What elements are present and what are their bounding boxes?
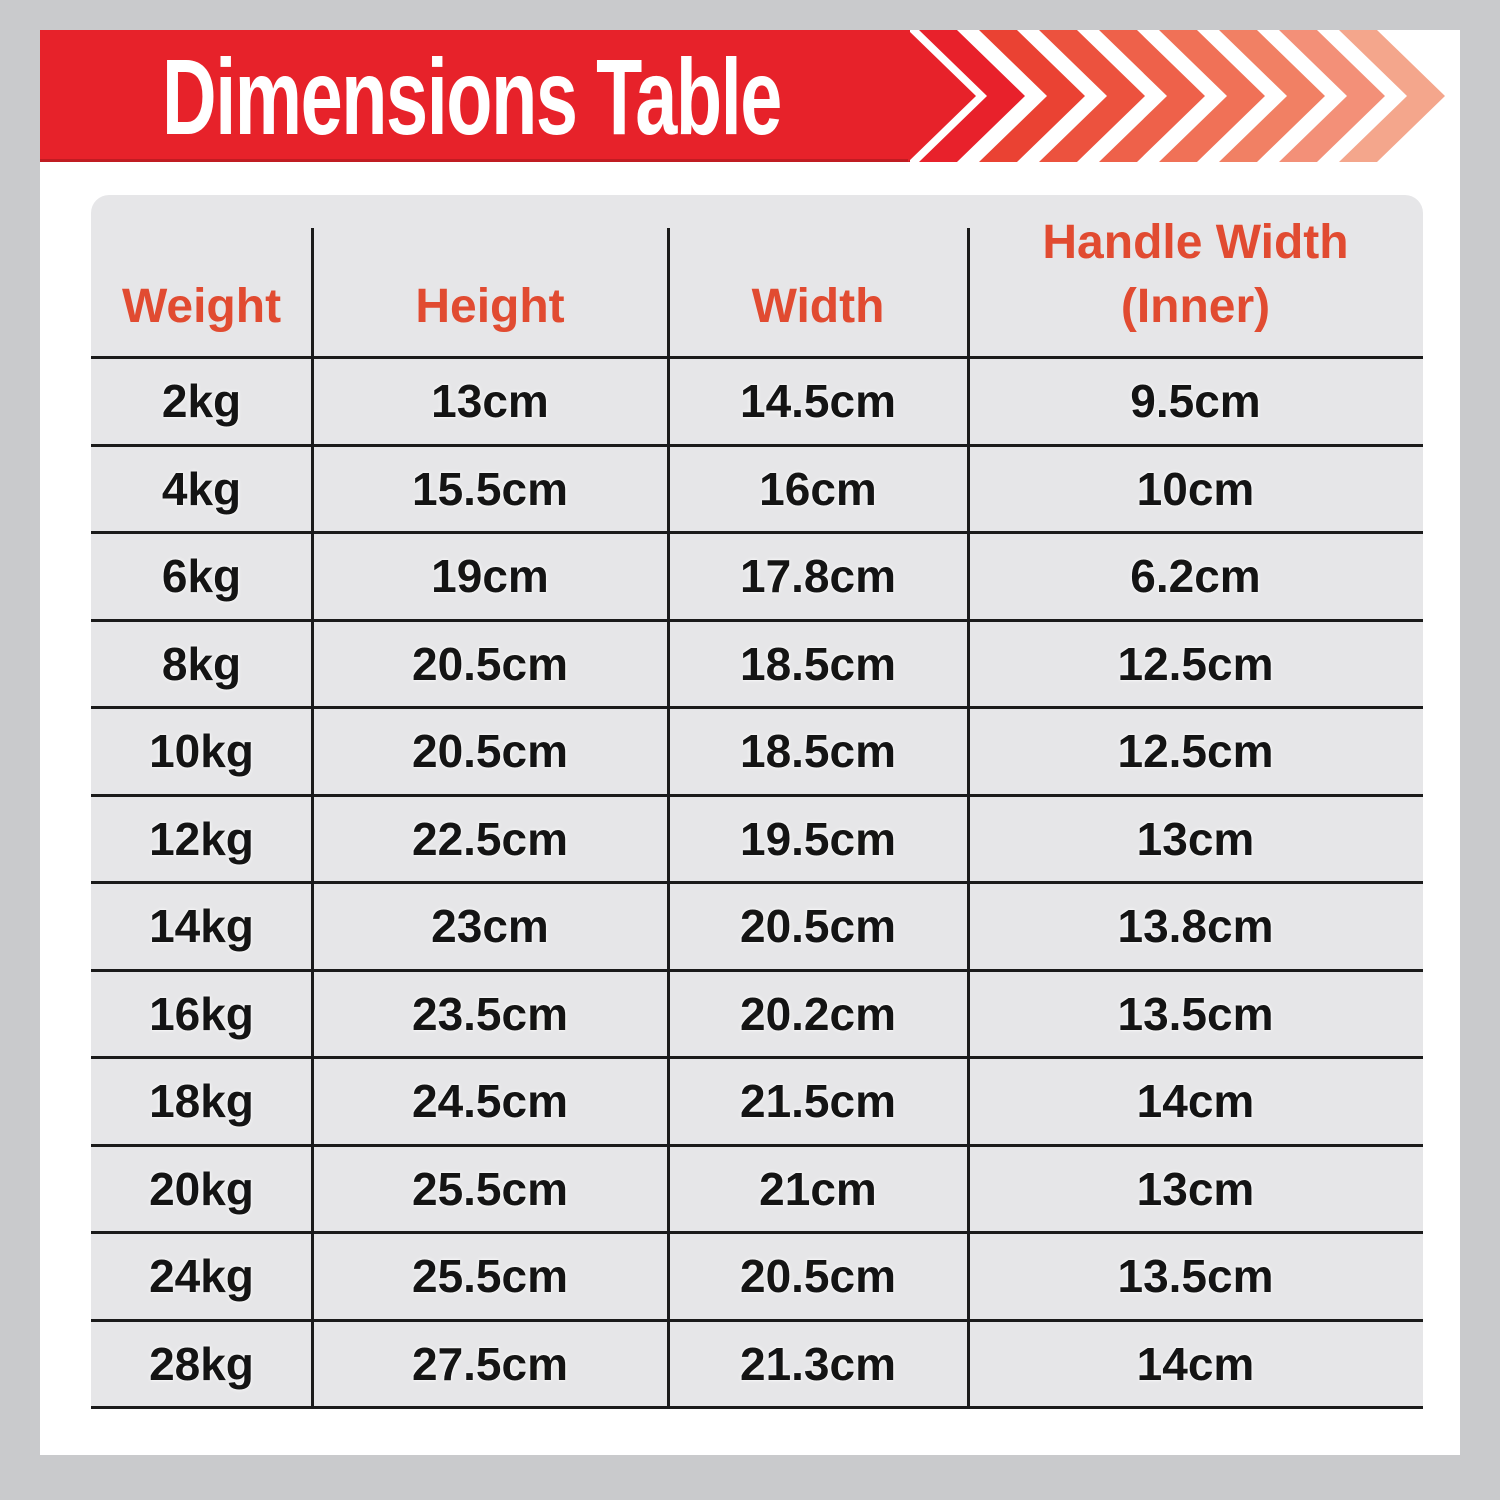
table-row: 8kg 20.5cm 18.5cm 12.5cm <box>91 618 1423 707</box>
chevron-arrow-icon <box>1039 30 1145 162</box>
weight-cell: 6kg <box>161 550 242 603</box>
table-row: 2kg 13cm 14.5cm 9.5cm <box>91 356 1423 444</box>
chevron-arrow-icon <box>1219 30 1325 162</box>
table-row: 12kg 22.5cm 19.5cm 13cm <box>91 793 1423 882</box>
width-cell: 21.5cm <box>739 1075 896 1128</box>
weight-cell: 20kg <box>149 1162 254 1215</box>
table-header-row: Weight Height Width Handle Width (Inner) <box>91 195 1423 356</box>
banner-bar <box>40 30 910 159</box>
table-row: 10kg 20.5cm 18.5cm 12.5cm <box>91 706 1423 794</box>
table-row: 20kg 25.5cm 21cm 13cm <box>91 1143 1423 1232</box>
weight-cell: 2kg <box>161 375 242 428</box>
table-row: 18kg 24.5cm 21.5cm 14cm <box>91 1056 1423 1144</box>
table-row: 14kg 23cm 20.5cm 13.8cm <box>91 881 1423 969</box>
weight-cell: 12kg <box>149 812 254 865</box>
page-title: Dimensions Table <box>162 35 782 157</box>
width-cell: 21cm <box>759 1162 877 1215</box>
height-cell: 20.5cm <box>411 637 568 690</box>
header-banner: Dimensions Table <box>40 30 1460 162</box>
column-header-weight: Weight <box>91 195 312 356</box>
weight-cell: 16kg <box>149 987 254 1040</box>
width-cell: 20.2cm <box>739 987 896 1040</box>
weight-cell: 28kg <box>149 1337 254 1390</box>
height-cell: 20.5cm <box>411 725 568 778</box>
width-cell: 21.3cm <box>739 1337 896 1390</box>
chevron-arrows <box>919 30 1445 162</box>
handle-width-cell: 12.5cm <box>1117 725 1274 778</box>
width-cell: 14.5cm <box>739 375 896 428</box>
height-cell: 23cm <box>431 900 549 953</box>
table-row: 4kg 15.5cm 16cm 10cm <box>91 443 1423 532</box>
column-divider <box>967 228 970 1406</box>
banner-arrow-graphic <box>40 30 1445 162</box>
weight-cell: 24kg <box>149 1250 254 1303</box>
chevron-arrow-icon <box>919 30 1025 162</box>
table-row: 16kg 23.5cm 20.2cm 13.5cm <box>91 968 1423 1057</box>
table-body: 2kg 13cm 14.5cm 9.5cm 4kg 15.5cm 16cm 10cm 6kg 19… <box>91 356 1423 1406</box>
weight-cell: 4kg <box>161 462 242 515</box>
weight-cell: 8kg <box>161 637 242 690</box>
handle-width-cell: 13cm <box>1136 812 1255 865</box>
width-cell: 16cm <box>759 462 877 515</box>
width-cell: 20.5cm <box>739 900 896 953</box>
height-cell: 25.5cm <box>411 1250 568 1303</box>
chevron-arrow-icon <box>1159 30 1265 162</box>
column-header-label: Height <box>415 279 565 333</box>
weight-cell: 14kg <box>149 900 254 953</box>
chevron-arrow-icon <box>979 30 1085 162</box>
height-cell: 24.5cm <box>411 1075 568 1128</box>
chevron-arrow-icon <box>1279 30 1385 162</box>
width-cell: 20.5cm <box>739 1250 896 1303</box>
column-header-height: Height <box>312 195 668 356</box>
dimensions-table: Weight Height Width Handle Width (Inner)… <box>91 195 1423 1409</box>
width-cell: 18.5cm <box>739 637 896 690</box>
banner-arrow-tip <box>908 30 976 162</box>
height-cell: 25.5cm <box>411 1162 568 1215</box>
content-card: Dimensions Table Weight Height Width Han… <box>40 30 1460 1455</box>
handle-width-cell: 13.8cm <box>1117 900 1274 953</box>
table-row: 6kg 19cm 17.8cm 6.2cm <box>91 531 1423 619</box>
handle-width-cell: 13.5cm <box>1117 1250 1274 1303</box>
height-cell: 15.5cm <box>411 462 568 515</box>
column-divider <box>667 228 670 1406</box>
chevron-arrow-icon <box>1099 30 1205 162</box>
handle-width-cell: 6.2cm <box>1130 550 1261 603</box>
handle-width-cell: 12.5cm <box>1117 637 1274 690</box>
column-header-handle-width: Handle Width (Inner) <box>968 195 1423 356</box>
column-header-label: Handle Width <box>1042 216 1349 270</box>
handle-width-cell: 13.5cm <box>1117 987 1274 1040</box>
height-cell: 13cm <box>431 375 549 428</box>
weight-cell: 18kg <box>149 1075 254 1128</box>
height-cell: 23.5cm <box>411 987 568 1040</box>
handle-width-cell: 14cm <box>1136 1337 1255 1390</box>
handle-width-cell: 14cm <box>1136 1075 1255 1128</box>
column-header-label: Weight <box>121 279 282 333</box>
column-header-label-line2: (Inner) <box>1120 279 1271 333</box>
width-cell: 19.5cm <box>739 812 896 865</box>
handle-width-cell: 10cm <box>1136 462 1255 515</box>
width-cell: 17.8cm <box>739 550 896 603</box>
width-cell: 18.5cm <box>739 725 896 778</box>
height-cell: 27.5cm <box>411 1337 568 1390</box>
weight-cell: 10kg <box>149 725 254 778</box>
table-row: 24kg 25.5cm 20.5cm 13.5cm <box>91 1231 1423 1319</box>
column-divider <box>311 228 314 1406</box>
table-row: 28kg 27.5cm 21.3cm 14cm <box>91 1318 1423 1407</box>
handle-width-cell: 9.5cm <box>1130 375 1261 428</box>
chevron-arrow-icon <box>1339 30 1445 162</box>
height-cell: 22.5cm <box>411 812 568 865</box>
height-cell: 19cm <box>431 550 549 603</box>
column-header-width: Width <box>668 195 968 356</box>
column-header-label: Width <box>751 279 885 333</box>
handle-width-cell: 13cm <box>1136 1162 1255 1215</box>
